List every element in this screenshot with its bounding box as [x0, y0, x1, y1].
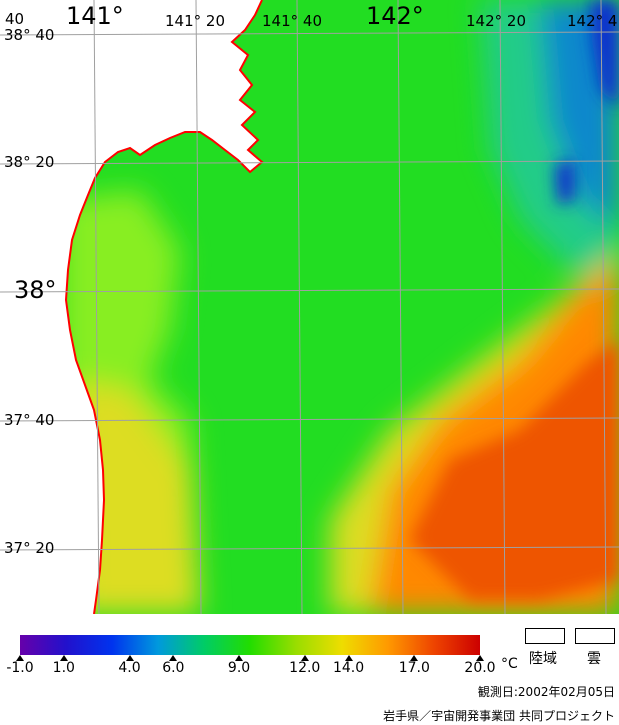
colorbar-tick-mark	[300, 655, 309, 661]
observation-date: 観測日:2002年02月05日	[477, 685, 615, 699]
longitude-label: 141° 40	[262, 12, 322, 30]
colorbar-tick-label: 14.0	[332, 660, 365, 676]
zone-darkblue-spot	[555, 160, 575, 205]
colorbar-tick-mark	[59, 655, 68, 661]
zone-darkblue-offshore	[590, 0, 619, 110]
land-area	[0, 0, 262, 614]
colorbar-tick-mark	[410, 655, 419, 661]
colorbar-tick-mark	[169, 655, 178, 661]
longitude-label: 142°	[366, 2, 424, 30]
parallel	[0, 417, 619, 422]
colorbar-tick-label: 20.0	[464, 660, 496, 676]
latitude-label: 38° 40	[4, 26, 55, 44]
colorbar-tick-label: 4.0	[118, 660, 141, 676]
cloud-legend-label: 雲	[587, 651, 601, 667]
zone-yellow-nearshore	[75, 380, 200, 614]
colorbar-tick-label: 6.0	[162, 660, 185, 676]
latitude-label: 37° 20	[4, 539, 55, 557]
credit-line: 岩手県／宇宙開発事業団 共同プロジェクト	[383, 709, 615, 723]
meridian	[499, 0, 506, 614]
colorbar-tick-mark	[344, 655, 353, 661]
meridian	[397, 0, 404, 614]
land-legend-label: 陸域	[529, 651, 557, 667]
colorbar-tick-mark	[125, 655, 134, 661]
longitude-label: 141° 20	[165, 12, 225, 30]
colorbar-tick-mark	[235, 655, 244, 661]
latitude-label: 38° 20	[4, 153, 55, 171]
colorbar-tick-label: 1.0	[52, 660, 75, 676]
corner-label-fragment: 40	[5, 10, 25, 28]
colorbar-unit: °C	[501, 656, 518, 672]
zone-redorange-core	[410, 340, 619, 600]
meridian	[600, 0, 607, 614]
parallel	[0, 160, 619, 165]
colorbar-tick-label: 12.0	[289, 660, 321, 676]
land-swatch	[525, 628, 565, 644]
meridian	[296, 0, 303, 614]
colorbar-ticks: -1.0 1.0 4.0 6.0 9.0 12.0 14.0 17.0 20.0	[0, 655, 619, 681]
meridian	[195, 0, 202, 614]
colorbar-tick-label: 17.0	[398, 660, 430, 676]
parallel	[0, 546, 619, 551]
temperature-colorbar	[20, 635, 480, 655]
latitude-label: 38°	[14, 276, 57, 304]
parallel	[0, 288, 619, 293]
sea-surface-temperature-map	[0, 0, 619, 614]
colorbar-tick-label: -1.0	[6, 660, 34, 676]
parallel	[0, 31, 619, 36]
colorbar-tick-mark	[16, 655, 24, 661]
meridian	[93, 0, 100, 614]
colorbar-tick-label: 9.0	[227, 660, 251, 676]
longitude-label: 142° 20	[466, 12, 526, 30]
latitude-label: 37° 40	[4, 411, 55, 429]
graticule	[0, 0, 619, 614]
cloud-swatch	[575, 628, 615, 644]
coastline	[64, 0, 264, 614]
longitude-label: 141°	[66, 2, 124, 30]
temperature-core-zones	[410, 0, 619, 600]
colorbar-tick-mark	[476, 655, 484, 661]
map-canvas	[0, 0, 619, 614]
longitude-label: 142° 4	[567, 12, 618, 30]
